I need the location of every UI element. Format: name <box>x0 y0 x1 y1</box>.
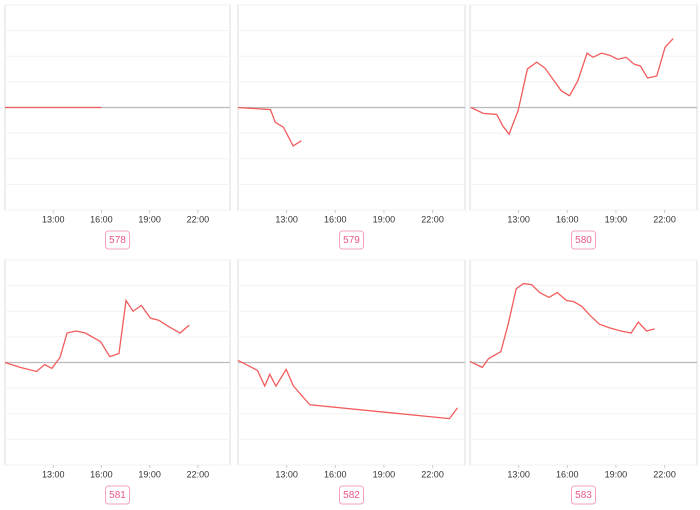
badge <box>105 230 130 250</box>
x-tick-label: 22:00 <box>421 469 444 479</box>
x-tick-label: 22:00 <box>653 469 676 479</box>
data-line <box>4 298 190 373</box>
x-tick-label: 13:00 <box>275 214 298 224</box>
x-tick-label: 19:00 <box>605 214 628 224</box>
data-line <box>237 359 459 420</box>
x-tick-label: 19:00 <box>138 214 161 224</box>
x-tick-label: 13:00 <box>507 214 530 224</box>
badge-text: 581 <box>109 490 126 501</box>
x-tick-label: 22:00 <box>187 469 210 479</box>
data-line <box>237 106 302 147</box>
badge <box>339 230 364 250</box>
x-tick-label: 16:00 <box>324 214 347 224</box>
x-tick-label: 16:00 <box>90 214 113 224</box>
data-line <box>469 282 655 369</box>
x-tick-label: 19:00 <box>373 469 396 479</box>
badge-text: 583 <box>575 490 592 501</box>
badge-text: 578 <box>109 235 126 246</box>
x-tick-label: 13:00 <box>42 214 65 224</box>
x-tick-label: 22:00 <box>421 214 444 224</box>
x-tick-label: 16:00 <box>90 469 113 479</box>
x-tick-label: 19:00 <box>138 469 161 479</box>
badge <box>571 485 596 505</box>
x-tick-label: 16:00 <box>556 469 579 479</box>
badge <box>571 230 596 250</box>
x-tick-label: 22:00 <box>187 214 210 224</box>
badge <box>105 485 130 505</box>
x-tick-label: 22:00 <box>653 214 676 224</box>
x-tick-label: 13:00 <box>507 469 530 479</box>
badge-text: 580 <box>575 235 592 246</box>
badge-text: 582 <box>343 490 360 501</box>
data-line <box>470 38 674 136</box>
badge-text: 579 <box>343 235 360 246</box>
x-tick-label: 19:00 <box>373 214 396 224</box>
badge <box>339 485 364 505</box>
x-tick-label: 16:00 <box>556 214 579 224</box>
x-tick-label: 16:00 <box>324 469 347 479</box>
x-tick-label: 13:00 <box>275 469 298 479</box>
x-tick-label: 13:00 <box>42 469 65 479</box>
x-tick-label: 19:00 <box>605 469 628 479</box>
